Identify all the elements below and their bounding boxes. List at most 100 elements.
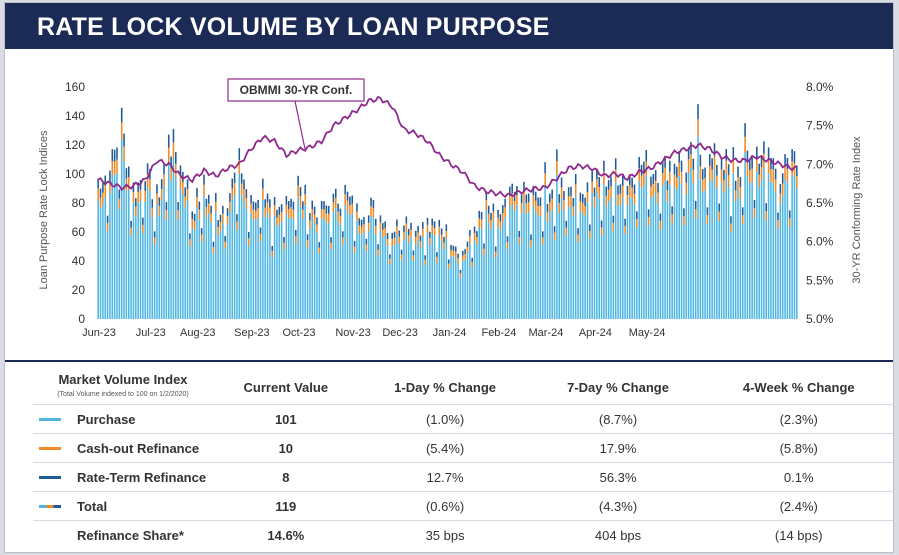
bar-rateterm <box>299 186 302 197</box>
bar-rateterm <box>377 244 379 250</box>
bar-cashout <box>483 248 485 255</box>
bar-cashout <box>177 210 179 220</box>
bar-cashout <box>391 238 393 246</box>
bar-cashout <box>454 251 457 258</box>
bar-purchase <box>652 195 655 319</box>
bar-cashout <box>367 222 370 231</box>
bar-purchase <box>661 185 664 319</box>
bar-purchase <box>299 206 302 319</box>
bar-purchase <box>459 277 462 319</box>
bar-cashout <box>657 192 659 204</box>
bar-purchase <box>593 207 596 319</box>
bar-cashout <box>502 213 504 223</box>
bar-cashout <box>358 225 361 234</box>
bar-purchase <box>791 174 793 319</box>
bar-rateterm <box>231 178 234 189</box>
bar-cashout <box>346 200 349 211</box>
bar-cashout <box>104 185 107 198</box>
bar-rateterm <box>412 250 415 256</box>
bar-purchase <box>678 176 680 319</box>
bar-cashout <box>739 187 742 199</box>
table-row: Total 119 (0.6%) (4.3%) (2.4%) <box>33 491 893 521</box>
bar-purchase <box>447 268 450 319</box>
bar-purchase <box>280 221 283 319</box>
bar-purchase <box>772 182 775 319</box>
bar-purchase <box>160 200 163 319</box>
bar-purchase <box>781 195 784 319</box>
bar-purchase <box>231 199 234 319</box>
bar-purchase <box>386 245 389 319</box>
bar-rateterm <box>205 198 208 208</box>
bar-cashout <box>222 213 224 223</box>
bar-cashout <box>318 247 321 254</box>
bar-rateterm <box>247 231 250 239</box>
bar-cashout <box>99 197 102 209</box>
bar-cashout <box>749 170 751 183</box>
bar-cashout <box>480 219 483 229</box>
annotation-box <box>227 78 365 102</box>
bar-rateterm <box>99 188 102 198</box>
bar-cashout <box>245 198 248 209</box>
bar-purchase <box>144 201 146 319</box>
bar-purchase <box>473 240 476 319</box>
bar-cashout <box>149 179 151 192</box>
bar-purchase <box>391 245 393 319</box>
bar-purchase <box>356 220 358 319</box>
table-row: Purchase 101 (1.0%) (8.7%) (2.3%) <box>33 404 893 434</box>
bar-cashout <box>414 236 417 245</box>
bar-rateterm <box>598 177 601 187</box>
bar-rateterm <box>156 184 158 194</box>
bar-cashout <box>605 195 608 207</box>
bar-cashout <box>349 205 351 216</box>
bar-cashout <box>666 190 669 202</box>
bar-rateterm <box>612 215 615 223</box>
bar-cashout <box>732 159 735 173</box>
bar-rateterm <box>302 201 304 210</box>
bar-cashout <box>356 211 358 221</box>
bar-rateterm <box>539 197 542 206</box>
bar-cashout <box>304 194 306 206</box>
bar-cashout <box>626 195 629 206</box>
bar-cashout <box>577 234 579 242</box>
bar-purchase <box>788 226 791 319</box>
bar-cashout <box>539 205 542 216</box>
bar-cashout <box>102 192 104 204</box>
bar-purchase <box>579 211 582 319</box>
bar-purchase <box>621 197 624 319</box>
y2-tick-label: 8.0% <box>806 80 834 94</box>
bar-rateterm <box>511 183 513 194</box>
bar-cashout <box>520 203 523 214</box>
bar-cashout <box>770 169 772 183</box>
bar-purchase <box>777 228 779 319</box>
bar-purchase <box>690 168 692 319</box>
bar-purchase <box>370 215 372 319</box>
bar-purchase <box>175 177 177 319</box>
bar-purchase <box>127 189 130 319</box>
header-1day: 1-Day % Change <box>394 380 497 395</box>
bar-cashout <box>311 208 314 219</box>
bar-purchase <box>701 191 704 319</box>
bar-rateterm <box>678 150 680 163</box>
bar-rateterm <box>636 211 638 219</box>
bar-cashout <box>309 220 311 229</box>
bar-rateterm <box>629 174 631 186</box>
bar-rateterm <box>770 158 772 170</box>
bar-cashout <box>403 232 405 240</box>
bar-purchase <box>704 190 706 319</box>
bar-rateterm <box>304 184 306 195</box>
bar-cashout <box>593 196 596 208</box>
bar-purchase <box>149 191 151 319</box>
bar-cashout <box>153 237 156 245</box>
rate-line <box>97 95 798 199</box>
bar-cashout <box>713 155 716 170</box>
bar-rateterm <box>549 193 551 203</box>
bar-cashout <box>189 239 191 247</box>
bar-cashout <box>525 203 528 214</box>
bar-rateterm <box>607 180 610 190</box>
bar-purchase <box>671 223 673 319</box>
bar-purchase <box>226 224 229 319</box>
bar-purchase <box>109 192 111 319</box>
bar-cashout <box>654 180 657 193</box>
bar-rateterm <box>443 236 445 243</box>
bar-rateterm <box>567 187 570 197</box>
